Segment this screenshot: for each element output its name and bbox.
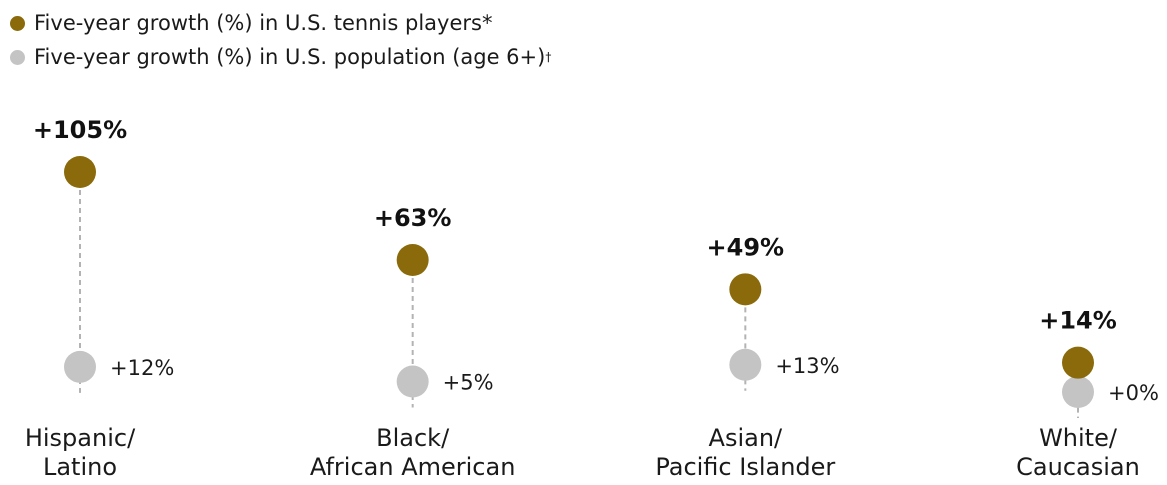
population-dot: [64, 350, 96, 383]
chart-legend: Five-year growth (%) in U.S. tennis play…: [10, 6, 551, 74]
legend-label-players: Five-year growth (%) in U.S. tennis play…: [34, 11, 493, 35]
legend-label-population: Five-year growth (%) in U.S. population …: [34, 45, 546, 69]
players-value-label: +49%: [707, 233, 785, 261]
legend-footnote-mark: †: [545, 50, 552, 64]
players-dot: [1062, 346, 1094, 379]
category-label: Latino: [43, 453, 117, 481]
players-dot: [396, 244, 429, 276]
population-value-label: +13%: [775, 354, 839, 378]
legend-swatch-population: [10, 49, 25, 65]
players-dot: [64, 156, 96, 188]
category-label: Caucasian: [1016, 453, 1140, 481]
players-value-label: +14%: [1039, 307, 1117, 335]
population-dot: [1062, 376, 1094, 408]
category-label: African American: [310, 453, 516, 481]
players-dot: [729, 273, 762, 306]
category-label: Pacific Islander: [655, 453, 835, 481]
population-dot: [729, 348, 762, 381]
legend-item-population: Five-year growth (%) in U.S. population …: [10, 40, 551, 74]
category-label: Asian/: [709, 424, 784, 452]
population-value-label: +5%: [443, 371, 494, 395]
category-label: White/: [1039, 424, 1118, 452]
population-value-label: +0%: [1108, 381, 1159, 405]
legend-item-players: Five-year growth (%) in U.S. tennis play…: [10, 6, 551, 40]
category-label: Black/: [376, 424, 450, 452]
population-value-label: +12%: [110, 356, 174, 380]
population-dot: [396, 365, 429, 398]
category-label: Hispanic/: [25, 424, 136, 452]
players-value-label: +105%: [33, 116, 127, 144]
players-value-label: +63%: [374, 204, 452, 232]
legend-swatch-players: [10, 15, 25, 31]
